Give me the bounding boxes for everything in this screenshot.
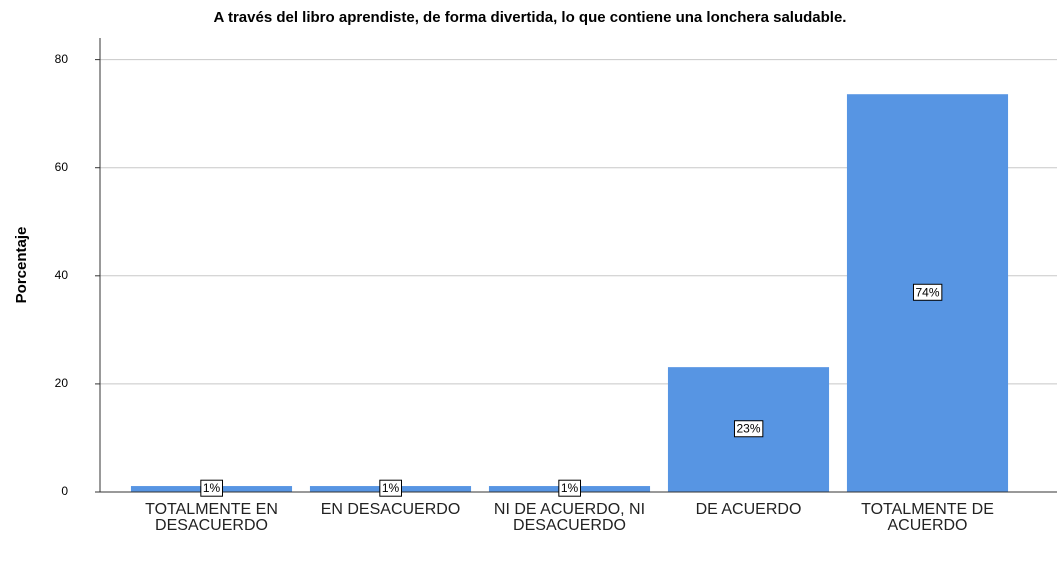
y-axis-label: Porcentaje bbox=[13, 227, 30, 304]
x-tick-label: NI DE ACUERDO, NI DESACUERDO bbox=[493, 501, 646, 534]
value-label-box bbox=[733, 420, 764, 438]
y-tick-label: 60 bbox=[55, 160, 69, 174]
y-tick-label: 40 bbox=[55, 268, 69, 282]
value-label: 74% bbox=[915, 285, 939, 299]
value-label-box bbox=[379, 479, 403, 497]
x-tick-label: TOTALMENTE EN DESACUERDO bbox=[145, 501, 278, 534]
y-tick-label: 20 bbox=[55, 376, 69, 390]
chart-title: A través del libro aprendiste, de forma … bbox=[214, 9, 847, 26]
value-label-box bbox=[200, 479, 224, 497]
x-tick-label: TOTALMENTE DE ACUERDO bbox=[861, 501, 994, 534]
x-tick-label: EN DESACUERDO bbox=[320, 501, 461, 518]
value-label-box bbox=[912, 283, 943, 301]
value-label: 23% bbox=[736, 422, 760, 436]
y-tick-label: 80 bbox=[55, 52, 69, 66]
y-tick-label: 0 bbox=[61, 484, 68, 498]
value-label: 1% bbox=[382, 481, 400, 495]
x-tick-label: DE ACUERDO bbox=[695, 501, 802, 518]
value-label: 1% bbox=[203, 481, 221, 495]
value-label-box bbox=[558, 479, 582, 497]
value-label: 1% bbox=[561, 481, 579, 495]
